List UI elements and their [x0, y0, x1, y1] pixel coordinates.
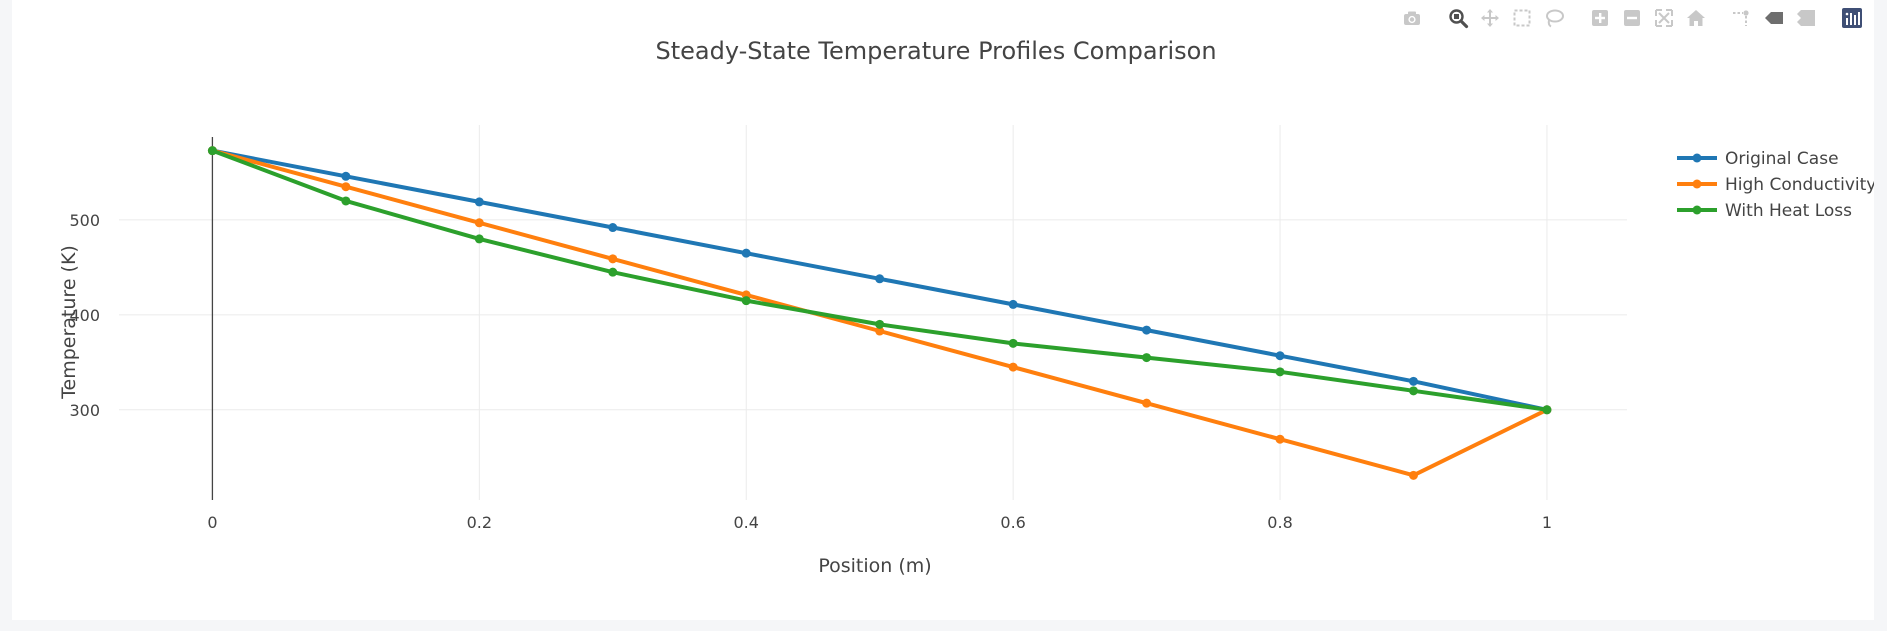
legend-swatch-marker	[1692, 153, 1702, 163]
x-tick-label: 0	[207, 513, 217, 532]
legend-label: High Conductivity	[1725, 175, 1874, 195]
hover-compare-button[interactable]	[1794, 6, 1818, 30]
zoom-button[interactable]	[1446, 6, 1470, 30]
y-tick-label: 300	[69, 401, 100, 420]
legend-label: Original Case	[1725, 149, 1839, 169]
data-point[interactable]	[1408, 386, 1418, 396]
data-point[interactable]	[474, 234, 484, 244]
data-point[interactable]	[1275, 351, 1285, 361]
data-point[interactable]	[341, 182, 351, 192]
camera-button[interactable]	[1400, 6, 1424, 30]
x-tick-label: 0.8	[1267, 513, 1292, 532]
series-high-conductivity[interactable]	[207, 146, 1552, 480]
zoom-out-icon	[1624, 10, 1640, 26]
data-point[interactable]	[741, 248, 751, 258]
series-original-case[interactable]	[207, 146, 1552, 415]
data-point[interactable]	[207, 146, 217, 156]
plot-area[interactable]	[207, 146, 1552, 480]
x-tick-label: 0.6	[1000, 513, 1025, 532]
chart-card: 0 0.2 0.4 0.6 0.8 1 300 400 500 Steady-State Tem…	[12, 0, 1874, 620]
box-select-button[interactable]	[1510, 6, 1534, 30]
x-axis-title: Position (m)	[818, 555, 931, 577]
data-point[interactable]	[1142, 398, 1152, 408]
series-line[interactable]	[211, 148, 1548, 478]
data-point[interactable]	[1408, 470, 1418, 480]
chart-title: Steady-State Temperature Profiles Compar…	[655, 37, 1216, 65]
lasso-select-icon	[1546, 9, 1564, 28]
data-point[interactable]	[1008, 362, 1018, 372]
autoscale-icon	[1655, 9, 1673, 27]
data-point[interactable]	[1142, 353, 1152, 363]
data-point[interactable]	[1275, 367, 1285, 377]
camera-icon	[1404, 11, 1420, 25]
data-point[interactable]	[1142, 325, 1152, 335]
line-chart: 0 0.2 0.4 0.6 0.8 1 300 400 500 Steady-State Tem…	[58, 37, 1874, 577]
zoom-in-icon	[1592, 10, 1608, 26]
y-axis-title: Temperature (K)	[58, 245, 80, 400]
data-point[interactable]	[474, 197, 484, 207]
hover-closest-icon	[1765, 12, 1783, 24]
data-point[interactable]	[608, 223, 618, 233]
zoom-out-button[interactable]	[1620, 6, 1644, 30]
legend-swatch-marker	[1692, 179, 1702, 189]
pan-icon	[1481, 9, 1499, 27]
data-point[interactable]	[608, 267, 618, 277]
x-tick-label: 1	[1542, 513, 1552, 532]
data-point[interactable]	[875, 319, 885, 329]
data-point[interactable]	[1408, 376, 1418, 386]
x-tick-label: 0.4	[733, 513, 758, 532]
modebar	[1396, 6, 1868, 30]
zoom-in-button[interactable]	[1588, 6, 1612, 30]
data-point[interactable]	[474, 218, 484, 228]
spike-lines-button[interactable]	[1730, 6, 1754, 30]
data-point[interactable]	[1008, 299, 1018, 309]
plotly-logo-icon	[1842, 8, 1862, 28]
y-tick-label: 400	[69, 306, 100, 325]
lasso-select-button[interactable]	[1542, 6, 1566, 30]
hover-compare-icon	[1797, 10, 1815, 26]
box-select-icon	[1513, 9, 1531, 27]
reset-axes-icon	[1687, 10, 1705, 26]
data-point[interactable]	[1275, 434, 1285, 444]
data-point[interactable]	[608, 254, 618, 264]
legend-swatch-marker	[1692, 205, 1702, 215]
data-point[interactable]	[875, 274, 885, 284]
legend-item[interactable]: With Heat Loss	[1677, 201, 1852, 221]
data-point[interactable]	[741, 296, 751, 306]
data-point[interactable]	[341, 196, 351, 206]
spike-lines-icon	[1733, 10, 1749, 26]
pan-button[interactable]	[1478, 6, 1502, 30]
data-point[interactable]	[341, 171, 351, 181]
y-tick-label: 500	[69, 211, 100, 230]
hover-closest-button[interactable]	[1762, 6, 1786, 30]
grid	[119, 125, 1627, 500]
series-with-heat-loss[interactable]	[207, 146, 1552, 415]
legend[interactable]: Original Case High Conductivity With Heat …	[1677, 149, 1874, 221]
x-tick-label: 0.2	[467, 513, 492, 532]
legend-label: With Heat Loss	[1725, 201, 1852, 221]
data-point[interactable]	[1542, 405, 1552, 415]
reset-axes-button[interactable]	[1684, 6, 1708, 30]
legend-item[interactable]: Original Case	[1677, 149, 1839, 169]
data-point[interactable]	[875, 326, 885, 336]
legend-item[interactable]: High Conductivity	[1677, 175, 1874, 195]
tick-labels: 0 0.2 0.4 0.6 0.8 1 300 400 500	[69, 211, 1552, 532]
zoom-icon	[1449, 9, 1469, 29]
plotly-logo-button[interactable]	[1840, 6, 1864, 30]
autoscale-button[interactable]	[1652, 6, 1676, 30]
data-point[interactable]	[1008, 338, 1018, 348]
